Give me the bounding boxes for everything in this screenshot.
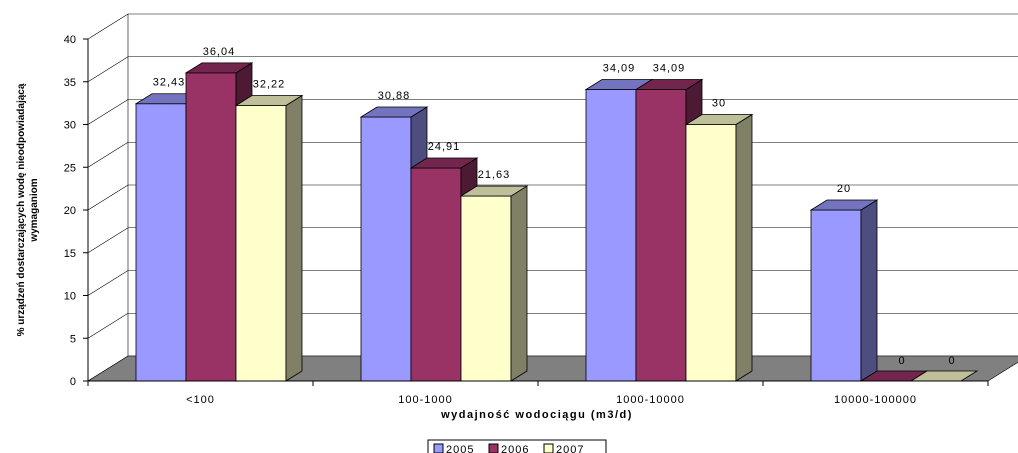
bar-top bbox=[234, 95, 304, 106]
data-label-2006-<100: 36,04 bbox=[203, 46, 236, 58]
y-axis-title-line-2: wymaganiom bbox=[29, 178, 40, 242]
bar-side bbox=[510, 185, 528, 382]
bar-front bbox=[185, 72, 237, 382]
y-tick-label-5: 5 bbox=[70, 333, 76, 345]
bar-top bbox=[184, 62, 254, 74]
bar-2007-100-1000 bbox=[459, 185, 529, 382]
y-tick-label-40: 40 bbox=[64, 34, 76, 46]
bar-side bbox=[285, 94, 303, 382]
y-tick-label-15: 15 bbox=[64, 248, 76, 260]
bar-front bbox=[410, 167, 462, 382]
y-tick-label-25: 25 bbox=[64, 162, 76, 174]
bar-front bbox=[135, 103, 187, 382]
data-label-2006-10000-100000: 0 bbox=[898, 355, 905, 367]
x-tick-label-<100: <100 bbox=[186, 394, 215, 406]
bar-front bbox=[810, 209, 862, 382]
y-tick-label-20: 20 bbox=[64, 205, 76, 217]
data-label-2007-1000-10000: 30 bbox=[712, 98, 726, 110]
bar-2005-10000-100000 bbox=[809, 199, 879, 382]
data-label-2005-10000-100000: 20 bbox=[837, 183, 851, 195]
x-tick-label-10000-100000: 10000-100000 bbox=[834, 394, 917, 406]
bar-top bbox=[359, 106, 429, 118]
y-tick-label-0: 0 bbox=[70, 376, 76, 388]
bar-top bbox=[634, 79, 704, 90]
data-label-2006-100-1000: 24,91 bbox=[428, 141, 461, 153]
data-label-2005-100-1000: 30,88 bbox=[378, 90, 411, 102]
data-label-2007-100-1000: 21,63 bbox=[478, 169, 511, 181]
bar-top bbox=[409, 157, 479, 169]
legend-swatch-2005 bbox=[433, 443, 444, 453]
legend-label-2007: 2007 bbox=[556, 444, 584, 453]
x-axis: <100 100-1000 1000-10000 10000-100000 bbox=[87, 380, 989, 406]
data-label-2005-1000-10000: 34,09 bbox=[603, 63, 636, 75]
data-label-2007-10000-100000: 0 bbox=[948, 355, 955, 367]
legend-swatch-2007 bbox=[543, 443, 554, 453]
bars bbox=[134, 62, 979, 382]
y-axis-title: % urządzeń dostarczających wodę nieodpow… bbox=[16, 83, 40, 336]
bar-top bbox=[459, 185, 529, 197]
bar-2007-1000-10000 bbox=[684, 113, 754, 382]
bar-side bbox=[735, 113, 753, 382]
y-tick-label-10: 10 bbox=[64, 291, 76, 303]
bar-front bbox=[585, 89, 637, 382]
y-axis: 0 5 10 15 20 25 30 35 40 bbox=[64, 34, 89, 388]
data-label-2006-1000-10000: 34,09 bbox=[653, 63, 686, 75]
bar-top bbox=[684, 114, 754, 125]
y-tick-label-35: 35 bbox=[64, 77, 76, 89]
y-axis-title-line-1: % urządzeń dostarczających wodę nieodpow… bbox=[16, 83, 27, 336]
legend: 2005 2006 2007 bbox=[427, 439, 607, 453]
legend-box bbox=[427, 439, 607, 453]
plot-walls bbox=[86, 13, 1018, 382]
legend-label-2005: 2005 bbox=[446, 444, 474, 453]
x-tick-label-1000-10000: 1000-10000 bbox=[616, 394, 685, 406]
legend-swatch-2006 bbox=[488, 443, 499, 453]
legend-label-2006: 2006 bbox=[501, 444, 529, 453]
gridline-40 bbox=[87, 13, 1018, 40]
bar-front bbox=[360, 116, 412, 382]
y-tick-label-30: 30 bbox=[64, 120, 76, 132]
bar-front bbox=[635, 89, 687, 382]
bar-front bbox=[235, 105, 287, 382]
data-label-2005-<100: 32,43 bbox=[153, 77, 186, 89]
bar-side bbox=[860, 199, 878, 382]
bar-front bbox=[460, 195, 512, 382]
data-label-2007-<100: 32,22 bbox=[253, 79, 286, 91]
bar-front bbox=[685, 124, 737, 382]
x-axis-title: wydajność wodociągu (m3/d) bbox=[440, 409, 633, 421]
bar-2007-<100 bbox=[234, 94, 304, 382]
bar-top bbox=[809, 199, 879, 211]
data-labels: 32,43 36,04 32,22 30,88 24,91 21,63 34,09 34,09… bbox=[153, 46, 955, 367]
x-tick-label-100-1000: 100-1000 bbox=[398, 394, 453, 406]
